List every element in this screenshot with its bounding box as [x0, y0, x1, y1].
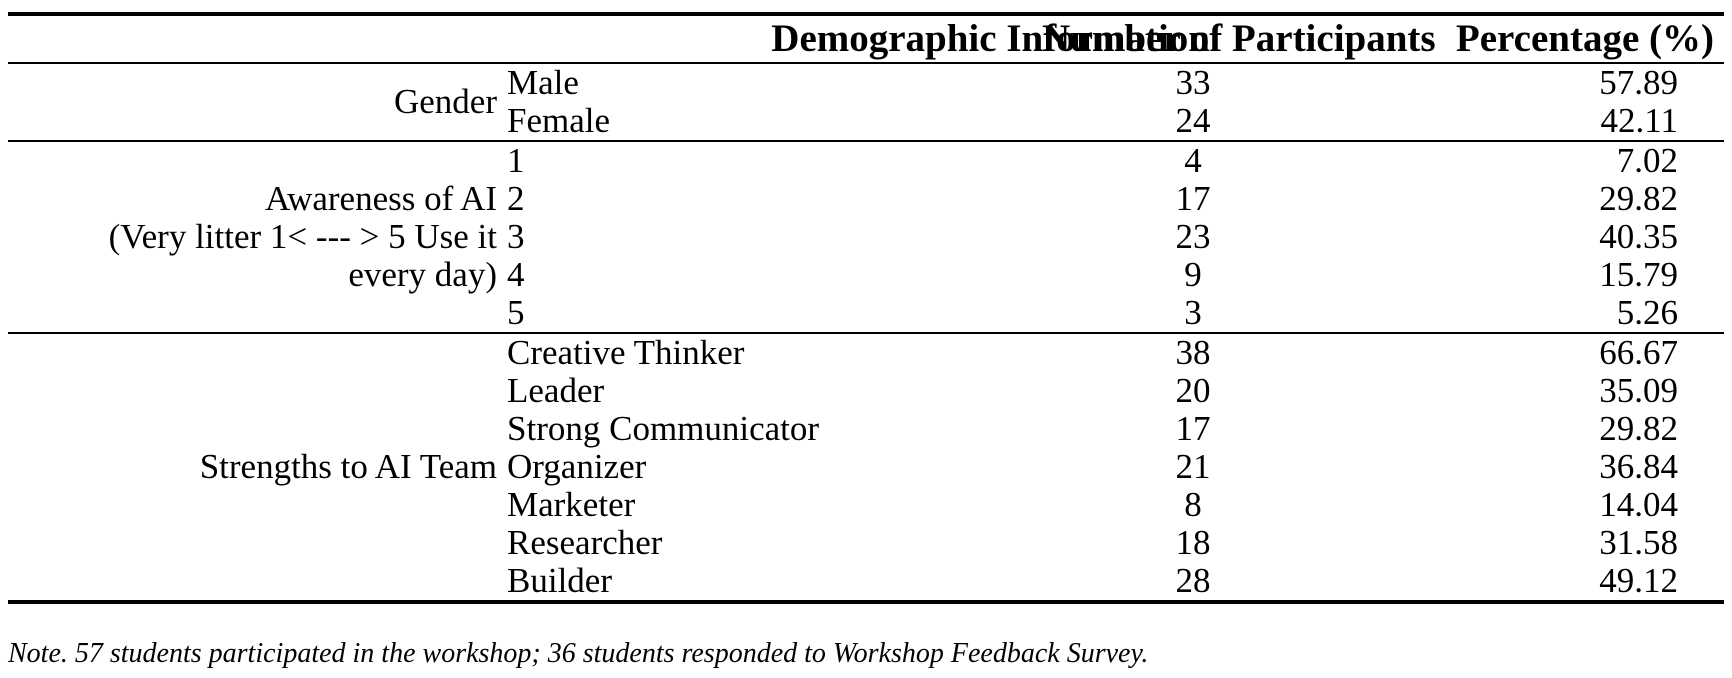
- row-label: 3: [507, 217, 525, 256]
- header-number: Number of Participants: [1042, 17, 1436, 60]
- row-label: Creative Thinker: [507, 333, 745, 372]
- row-number: 8: [1184, 485, 1202, 524]
- row-number: 21: [1175, 447, 1211, 486]
- row-label: Strong Communicator: [507, 409, 820, 448]
- group-category-line: Gender: [393, 82, 497, 121]
- table-row: Gender Male 33 57.89: [8, 63, 1724, 121]
- row-label: Builder: [507, 561, 612, 600]
- row-label: Male: [507, 63, 579, 102]
- table-row: Organizer 21 36.84: [8, 448, 1724, 486]
- table-row: 2 17 29.82: [8, 180, 1724, 218]
- demographics-table: Demographic Information Number of Partic…: [8, 12, 1724, 604]
- group-category: Awareness of AI (Very litter 1< --- > 5 U…: [8, 141, 505, 333]
- row-label: Researcher: [507, 523, 663, 562]
- row-number: 17: [1175, 179, 1211, 218]
- row-percentage: 36.84: [1599, 447, 1678, 486]
- table-row: Strong Communicator 17 29.82: [8, 410, 1724, 448]
- table-row: Leader 20 35.09: [8, 372, 1724, 410]
- table-row: 5 3 5.26: [8, 294, 1724, 333]
- row-percentage: 7.02: [1616, 141, 1678, 180]
- group-category: Strengths to AI Team: [8, 333, 505, 602]
- group-category-line: Awareness of AI: [265, 179, 497, 218]
- row-label: 2: [507, 179, 525, 218]
- group-category-line: every day): [348, 255, 497, 294]
- row-percentage: 29.82: [1599, 409, 1678, 448]
- table-row: 4 9 15.79: [8, 256, 1724, 294]
- row-label: 5: [507, 293, 525, 332]
- row-percentage: 40.35: [1599, 217, 1678, 256]
- row-label: 4: [507, 255, 525, 294]
- header-demographic: Demographic Information: [8, 14, 1210, 63]
- row-percentage: 5.26: [1616, 293, 1678, 332]
- row-percentage: 15.79: [1599, 255, 1678, 294]
- row-percentage: 31.58: [1599, 523, 1678, 562]
- row-number: 38: [1175, 333, 1211, 372]
- row-number: 33: [1175, 63, 1211, 102]
- group-category: Gender: [8, 63, 505, 141]
- row-percentage: 42.11: [1600, 101, 1678, 140]
- table-note: Note. 57 students participated in the wo…: [8, 638, 1149, 669]
- group-category-line: Strengths to AI Team: [199, 447, 497, 486]
- row-label: Organizer: [507, 447, 647, 486]
- row-number: 24: [1175, 101, 1211, 140]
- row-percentage: 49.12: [1599, 561, 1678, 600]
- row-label: 1: [507, 141, 525, 180]
- table-row: 3 23 40.35: [8, 218, 1724, 256]
- row-percentage: 29.82: [1599, 179, 1678, 218]
- header-demographic-text: Demographic Information: [771, 17, 1210, 60]
- row-label: Leader: [507, 371, 605, 410]
- row-label: Marketer: [507, 485, 636, 524]
- table-row: Female 24 42.11: [8, 102, 1724, 141]
- row-number: 17: [1175, 409, 1211, 448]
- row-percentage: 66.67: [1599, 333, 1678, 372]
- table-row: Builder 28 49.12: [8, 562, 1724, 602]
- table-row: Researcher 18 31.58: [8, 524, 1724, 562]
- header-percentage: Percentage (%): [1455, 17, 1714, 60]
- row-number: 9: [1184, 255, 1202, 294]
- row-number: 28: [1175, 561, 1211, 600]
- table-row: Marketer 8 14.04: [8, 486, 1724, 524]
- group-category-line: (Very litter 1< --- > 5 Use it: [108, 217, 497, 256]
- table-row: Awareness of AI (Very litter 1< --- > 5 U…: [8, 141, 1724, 294]
- row-number: 23: [1175, 217, 1211, 256]
- row-number: 18: [1175, 523, 1211, 562]
- header-row: Demographic Information Number of Partic…: [8, 14, 1724, 63]
- table-header: Demographic Information Number of Partic…: [8, 14, 1724, 63]
- row-label: Female: [507, 101, 611, 140]
- row-number: 20: [1175, 371, 1211, 410]
- table-body: Gender Male 33 57.89 Female 24 42.11 Awareness …: [8, 63, 1724, 602]
- row-percentage: 14.04: [1599, 485, 1678, 524]
- row-number: 3: [1184, 293, 1202, 332]
- row-number: 4: [1184, 141, 1202, 180]
- row-percentage: 35.09: [1599, 371, 1678, 410]
- demographics-table-container: Demographic Information Number of Partic…: [8, 12, 1724, 604]
- row-percentage: 57.89: [1599, 63, 1678, 102]
- table-row: Strengths to AI Team Creative Thinker 38 66…: [8, 333, 1724, 486]
